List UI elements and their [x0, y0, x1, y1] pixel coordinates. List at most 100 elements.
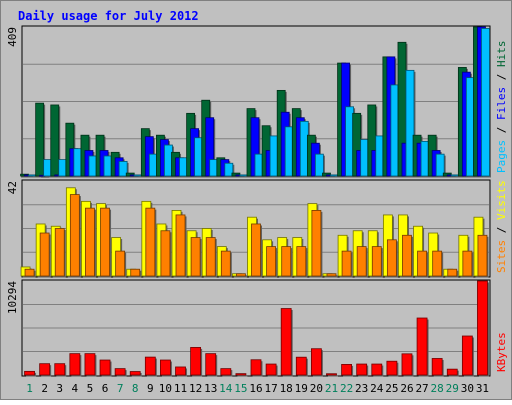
x-tick-label: 27 — [415, 382, 428, 395]
legend-entry: Files — [495, 87, 508, 120]
bar-pages-day-7 — [118, 161, 129, 178]
bar-sites-day-3 — [54, 228, 66, 278]
bar-kbytes-day-2 — [39, 363, 52, 377]
bar-sites-day-1 — [24, 268, 36, 278]
bar-sites-day-16 — [251, 223, 262, 278]
bar-sites-day-21 — [326, 273, 338, 278]
bar-sites-day-31 — [477, 234, 489, 278]
bar-sites-day-15 — [236, 273, 247, 278]
bar-kbytes-day-21 — [326, 373, 338, 377]
bar-sites-day-9 — [145, 207, 157, 278]
panel-traffic-ymax-label: 409 — [6, 27, 19, 47]
bar-sites-day-7 — [115, 250, 127, 278]
x-tick-label: 21 — [325, 382, 338, 395]
bar-pages-day-31 — [481, 28, 491, 178]
bar-sites-day-29 — [447, 268, 459, 278]
bar-kbytes-day-12 — [190, 347, 203, 377]
bar-kbytes-day-8 — [129, 371, 142, 377]
x-tick-label: 16 — [249, 382, 262, 395]
bar-pages-day-26 — [405, 69, 416, 178]
bar-kbytes-day-20 — [310, 348, 323, 377]
bar-sites-day-22 — [341, 250, 353, 278]
x-tick-label: 7 — [117, 382, 124, 395]
bar-kbytes-day-25 — [386, 360, 399, 377]
bar-kbytes-day-17 — [265, 363, 278, 377]
bar-pages-day-20 — [314, 153, 325, 178]
bar-sites-day-17 — [266, 246, 278, 278]
legend-entry: Visits — [495, 180, 508, 220]
panel-visits: 42 Sites / Visits — [6, 179, 508, 278]
x-tick-label: 1 — [26, 382, 33, 395]
bar-sites-day-20 — [311, 210, 323, 278]
bar-sites-day-25 — [386, 239, 398, 278]
x-tick-label: 12 — [189, 382, 202, 395]
bar-kbytes-day-4 — [69, 353, 82, 377]
x-tick-label: 3 — [56, 382, 63, 395]
panel-visits-legend: Sites / Visits — [495, 180, 508, 273]
x-tick-label: 14 — [219, 382, 233, 395]
bar-sites-day-8 — [130, 268, 142, 278]
x-tick-label: 15 — [234, 382, 247, 395]
x-tick-label: 6 — [102, 382, 109, 395]
x-tick-label: 4 — [72, 382, 79, 395]
bar-kbytes-day-9 — [144, 356, 157, 377]
x-tick-label: 10 — [159, 382, 172, 395]
panels-layer: 409 Pages / Files / Hits 42 Sites / Visits 1… — [6, 25, 508, 377]
bar-kbytes-day-7 — [114, 368, 127, 377]
legend-entry: / — [495, 120, 508, 140]
legend-entry: KBytes — [495, 332, 508, 372]
panel-traffic-legend: Pages / Files / Hits — [495, 41, 508, 174]
bar-kbytes-day-5 — [84, 353, 97, 377]
bar-kbytes-day-29 — [446, 368, 459, 377]
bar-sites-day-6 — [100, 207, 112, 278]
x-tick-label: 25 — [385, 382, 398, 395]
x-tick-label: 17 — [264, 382, 277, 395]
bar-sites-day-27 — [417, 250, 429, 278]
bar-kbytes-day-16 — [250, 359, 263, 377]
legend-entry: Hits — [495, 41, 508, 68]
x-tick-label: 18 — [280, 382, 293, 395]
panel-kbytes-ymax-label: 10294 — [6, 281, 19, 314]
bar-kbytes-day-28 — [431, 358, 444, 377]
x-tick-label: 30 — [461, 382, 474, 395]
bar-sites-day-12 — [190, 237, 202, 278]
legend-entry: / — [495, 67, 508, 87]
bar-kbytes-day-13 — [205, 353, 218, 377]
x-tick-label: 26 — [400, 382, 413, 395]
bar-kbytes-day-14 — [220, 368, 233, 377]
panel-traffic: 409 Pages / Files / Hits — [6, 25, 508, 178]
x-tick-label: 19 — [295, 382, 308, 395]
bar-kbytes-day-23 — [356, 363, 369, 377]
x-tick-label: 11 — [174, 382, 187, 395]
x-tick-label: 23 — [355, 382, 368, 395]
bar-sites-day-14 — [220, 250, 232, 278]
x-tick-label: 24 — [370, 382, 384, 395]
bar-kbytes-day-19 — [295, 356, 308, 377]
bar-kbytes-day-27 — [416, 317, 429, 377]
bar-kbytes-day-24 — [371, 363, 384, 377]
bar-kbytes-day-31 — [477, 280, 489, 377]
bar-sites-day-10 — [160, 230, 172, 278]
bar-kbytes-day-22 — [341, 364, 354, 377]
bar-sites-day-18 — [281, 246, 293, 278]
x-tick-label: 28 — [431, 382, 444, 395]
x-tick-label: 8 — [132, 382, 139, 395]
legend-entry: / — [495, 220, 508, 240]
legend-entry: Sites — [495, 240, 508, 273]
chart-title: Daily usage for July 2012 — [18, 9, 199, 23]
bar-pages-day-28 — [435, 153, 446, 178]
bar-kbytes-day-11 — [175, 366, 188, 377]
x-tick-label: 20 — [310, 382, 323, 395]
bar-sites-day-23 — [356, 246, 368, 278]
bar-kbytes-day-30 — [461, 335, 474, 377]
x-tick-label: 22 — [340, 382, 353, 395]
panel-visits-ymax-label: 42 — [6, 181, 19, 194]
panel-kbytes-legend: KBytes — [495, 332, 508, 372]
bar-kbytes-day-26 — [401, 353, 414, 377]
bar-sites-day-26 — [402, 234, 413, 278]
x-tick-label: 29 — [446, 382, 459, 395]
bar-kbytes-day-6 — [99, 359, 112, 377]
x-tick-label: 5 — [87, 382, 94, 395]
